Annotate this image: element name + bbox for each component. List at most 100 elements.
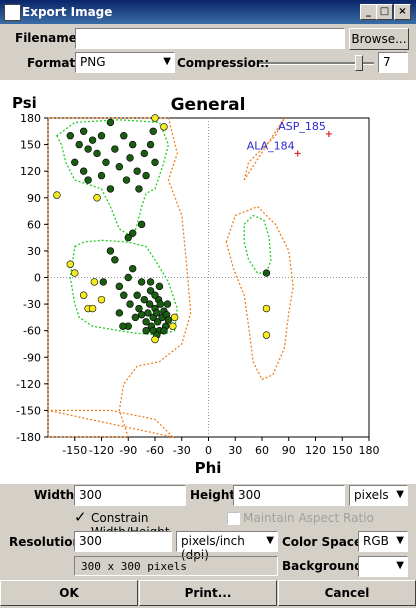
x-tick-label: 0: [205, 444, 212, 457]
close-icon[interactable]: ×: [394, 4, 411, 20]
filename-input[interactable]: [75, 28, 345, 49]
favored-point: [106, 247, 115, 255]
height-label: Height:: [190, 488, 240, 502]
y-tick-label: -30: [23, 298, 41, 311]
favored-point: [142, 326, 150, 335]
height-input[interactable]: 300: [233, 485, 345, 506]
allowed-point: [262, 331, 271, 339]
favored-point: [146, 278, 155, 286]
favored-point: [126, 300, 134, 308]
y-tick-label: -60: [23, 325, 41, 338]
colorspace-select[interactable]: RGB ▼: [358, 531, 408, 552]
compression-value[interactable]: 7: [378, 52, 408, 73]
favored-point: [129, 229, 137, 237]
y-tick-label: 30: [27, 245, 41, 258]
print-button[interactable]: Print...: [139, 580, 277, 606]
ok-button[interactable]: OK: [0, 580, 138, 606]
chevron-down-icon: ▼: [163, 56, 171, 67]
y-axis-label: Psi: [12, 94, 37, 112]
favored-point: [137, 311, 146, 319]
title-bar[interactable]: Export Image _ □ ×: [0, 0, 416, 24]
width-input[interactable]: 300: [74, 485, 186, 506]
allowed-point: [151, 114, 159, 122]
app-icon: [4, 4, 21, 21]
format-value: PNG: [80, 55, 106, 69]
y-tick-label: 90: [27, 192, 41, 205]
favored-point: [119, 322, 127, 330]
plot-title: General: [171, 95, 246, 115]
favored-point: [106, 185, 115, 193]
chevron-down-icon: ▼: [266, 535, 274, 546]
favored-point: [126, 154, 134, 162]
size-unit-select[interactable]: pixels ▼: [349, 485, 408, 506]
compression-label: Compression:: [177, 56, 270, 70]
aspect-checkbox[interactable]: Maintain Aspect Ratio: [227, 510, 377, 526]
checkbox-icon: [227, 512, 240, 525]
size-readout: 300 x 300 pixels: [74, 556, 278, 576]
browse-button[interactable]: Browse...: [349, 28, 409, 50]
favored-point: [146, 140, 155, 149]
allowed-contour-top-right: [243, 117, 285, 181]
allowed-point: [97, 295, 106, 304]
favored-point: [102, 158, 110, 167]
maximize-icon[interactable]: □: [376, 4, 393, 20]
favored-point: [129, 264, 137, 273]
allowed-contour-left: [47, 117, 192, 438]
favored-point: [75, 140, 83, 149]
allowed-point: [93, 194, 101, 202]
resolution-unit-value: pixels/inch (dpi): [181, 534, 245, 562]
favored-point: [153, 318, 162, 326]
favored-point: [135, 304, 143, 313]
favored-point: [115, 309, 124, 317]
outlier-label: ASP_185: [278, 120, 326, 133]
y-tick-label: -90: [23, 351, 41, 364]
favored-point: [133, 291, 141, 299]
allowed-point: [90, 278, 99, 286]
minimize-icon[interactable]: _: [360, 4, 377, 20]
constrain-checkbox[interactable]: ✓ Constrain Width/Height: [74, 508, 224, 539]
background-select[interactable]: ▼: [358, 556, 408, 577]
format-label: Format:: [27, 56, 81, 70]
favored-point: [88, 136, 97, 144]
x-tick-label: 150: [332, 444, 353, 457]
outlier-point: [294, 150, 301, 157]
format-select[interactable]: PNG ▼: [75, 52, 175, 73]
allowed-point: [53, 191, 61, 199]
favored-point: [135, 185, 143, 193]
favored-point: [142, 318, 150, 326]
resolution-input[interactable]: 300: [74, 531, 172, 552]
allowed-point: [151, 335, 159, 344]
favored-point: [151, 291, 159, 299]
allowed-point: [160, 123, 168, 131]
favored-point: [164, 316, 173, 324]
slider-thumb[interactable]: [355, 55, 363, 71]
outlier-point: [325, 130, 332, 137]
favored-point: [71, 158, 79, 167]
favored-point: [137, 278, 146, 286]
width-label: Width:: [34, 488, 80, 502]
x-tick-label: -90: [119, 444, 137, 457]
favored-point: [115, 163, 124, 171]
favored-point: [84, 176, 92, 184]
chevron-down-icon: ▼: [396, 560, 404, 571]
allowed-point: [169, 322, 177, 330]
cancel-button[interactable]: Cancel: [278, 580, 416, 606]
y-tick-label: 180: [20, 112, 41, 125]
favored-point: [142, 171, 150, 180]
favored-point: [79, 167, 88, 175]
x-tick-label: 90: [282, 444, 296, 457]
favored-point: [97, 132, 106, 140]
favored-point: [153, 309, 161, 317]
compression-slider[interactable]: [259, 52, 374, 73]
favored-point: [156, 300, 165, 308]
x-tick-label: 60: [255, 444, 269, 457]
colorspace-value: RGB: [363, 534, 389, 548]
favored-point: [155, 282, 164, 291]
favored-point: [124, 233, 132, 242]
x-tick-label: 30: [228, 444, 242, 457]
allowed-point: [79, 291, 88, 299]
resolution-unit-select[interactable]: pixels/inch (dpi) ▼: [176, 531, 278, 562]
favored-point: [145, 300, 154, 308]
favored-point: [84, 145, 92, 153]
allowed-point: [262, 304, 271, 313]
